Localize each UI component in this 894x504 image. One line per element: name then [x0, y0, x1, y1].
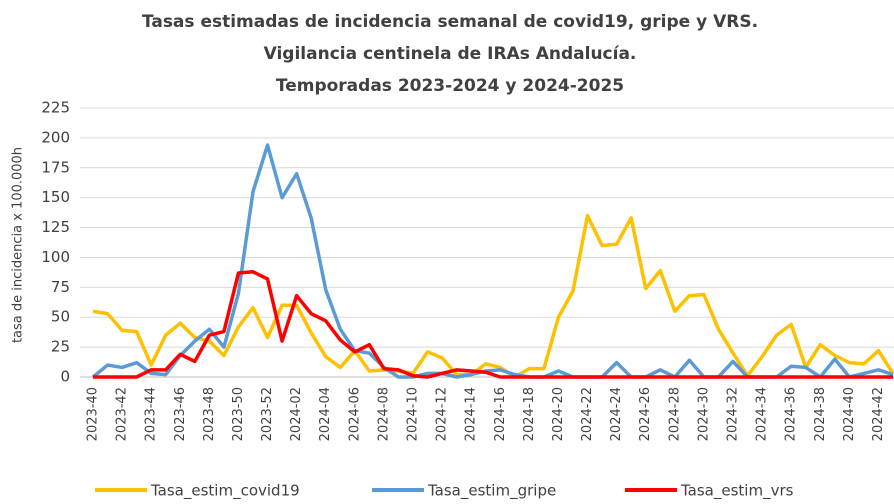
x-tick-label: 2024-04 [318, 387, 333, 441]
x-tick-label: 2024-20 [551, 387, 566, 441]
x-tick-label: 2024-42 [871, 387, 886, 441]
x-tick-label: 2023-42 [115, 387, 130, 441]
chart-title: Temporadas 2023-2024 y 2024-2025 [276, 76, 624, 96]
y-tick-label: 125 [41, 218, 70, 236]
x-tick-label: 2024-30 [696, 387, 711, 441]
legend-label: Tasa_estim_vrs [680, 482, 794, 501]
legend-label: Tasa_estim_covid19 [150, 482, 300, 501]
x-tick-label: 2023-50 [231, 387, 246, 441]
y-tick-label: 150 [41, 188, 70, 206]
x-tick-label: 2024-40 [842, 387, 857, 441]
x-tick-label: 2024-12 [435, 387, 450, 441]
legend-label: Tasa_estim_gripe [427, 482, 556, 501]
y-axis-label: tasa de incidencia x 100.000h [11, 147, 26, 343]
chart-title: Vigilancia centinela de IRAs Andalucía. [264, 44, 637, 64]
y-tick-label: 75 [51, 278, 70, 296]
y-tick-label: 175 [41, 158, 70, 176]
x-tick-label: 2023-44 [144, 387, 159, 441]
x-tick-label: 2023-40 [86, 387, 101, 441]
x-tick-label: 2024-22 [580, 387, 595, 441]
x-tick-label: 2024-36 [784, 387, 799, 441]
x-tick-label: 2023-48 [202, 387, 217, 441]
x-tick-label: 2024-18 [522, 387, 537, 441]
y-tick-label: 25 [51, 338, 70, 356]
x-tick-label: 2024-28 [667, 387, 682, 441]
y-tick-label: 200 [41, 128, 70, 146]
chart-title: Tasas estimadas de incidencia semanal de… [142, 12, 758, 32]
x-tick-label: 2024-02 [289, 387, 304, 441]
y-tick-label: 50 [51, 308, 70, 326]
x-tick-label: 2024-06 [347, 387, 362, 441]
x-tick-label: 2023-52 [260, 387, 275, 441]
x-tick-label: 2024-14 [464, 387, 479, 441]
y-tick-label: 225 [41, 99, 70, 117]
y-tick-label: 0 [60, 368, 70, 386]
x-tick-label: 2024-38 [813, 387, 828, 441]
line-series [92, 213, 894, 379]
x-tick-label: 2024-34 [755, 387, 770, 441]
x-tick-label: 2024-10 [406, 387, 421, 441]
x-tick-label: 2024-16 [493, 387, 508, 441]
x-tick-label: 2024-24 [609, 387, 624, 441]
x-tick-label: 2024-26 [638, 387, 653, 441]
line-series [93, 270, 893, 379]
y-tick-label: 100 [41, 248, 70, 266]
x-tick-label: 2024-08 [376, 387, 391, 441]
x-tick-label: 2023-46 [173, 387, 188, 441]
x-tick-label: 2024-32 [726, 387, 741, 441]
